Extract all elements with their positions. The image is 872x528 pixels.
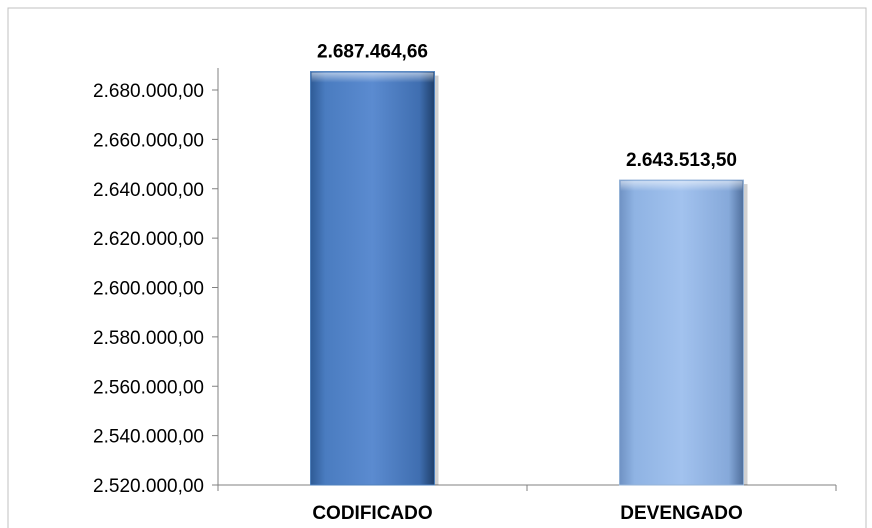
y-tick-label: 2.680.000,00 <box>93 81 204 102</box>
bar-codificado <box>310 71 435 486</box>
y-tick-label: 2.540.000,00 <box>93 427 204 448</box>
labels: 2.520.000,00 2.540.000,00 2.560.000,00 2.58… <box>93 42 743 524</box>
x-category-label: CODIFICADO <box>312 503 432 524</box>
data-label: 2.687.464,66 <box>317 42 428 63</box>
x-category-label: DEVENGADO <box>620 503 742 524</box>
y-tick-label: 2.580.000,00 <box>93 328 204 349</box>
y-tick-label: 2.620.000,00 <box>93 229 204 250</box>
bar-devengado <box>619 179 744 486</box>
y-tick-label: 2.660.000,00 <box>93 130 204 151</box>
bar-highlight <box>620 181 743 192</box>
y-tick-label: 2.520.000,00 <box>93 476 204 497</box>
y-tick-label: 2.600.000,00 <box>93 279 204 300</box>
y-tick-label: 2.560.000,00 <box>93 377 204 398</box>
bars <box>310 71 748 486</box>
y-tick-label: 2.640.000,00 <box>93 180 204 201</box>
bar-highlight <box>311 72 434 83</box>
data-label: 2.643.513,50 <box>626 150 737 171</box>
